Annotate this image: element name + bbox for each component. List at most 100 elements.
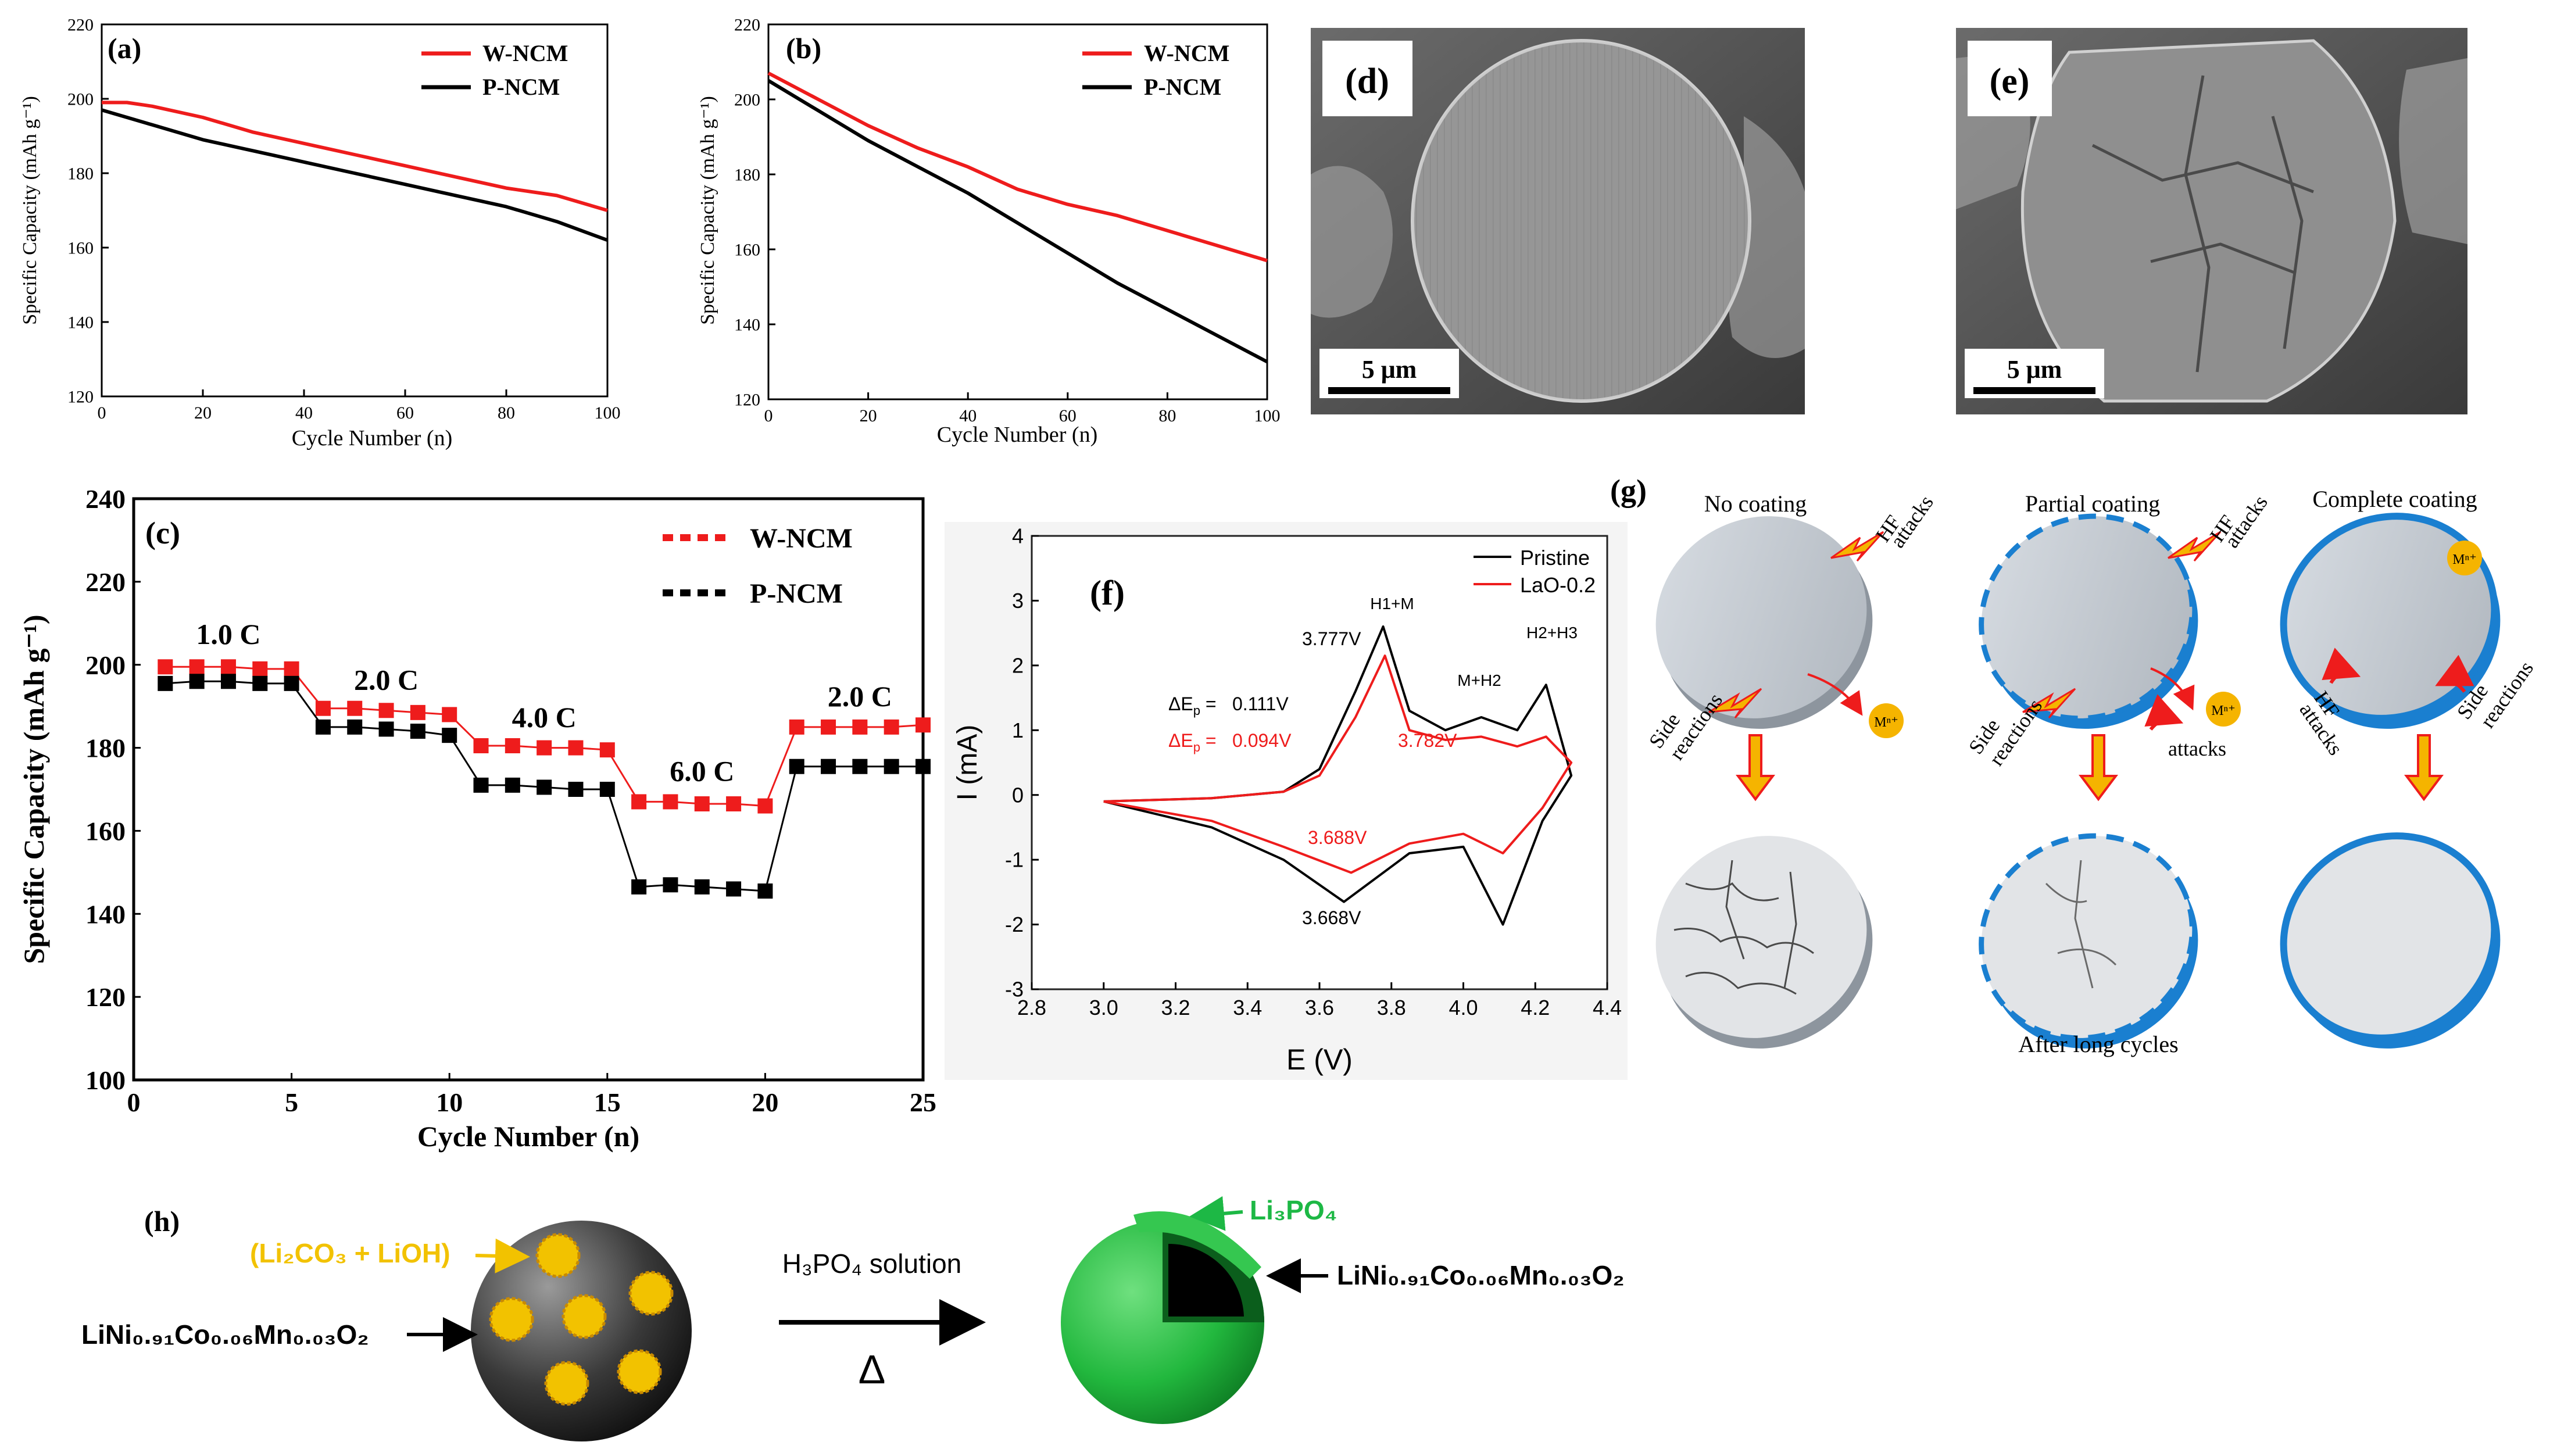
panel-f-xlabel: E (V) xyxy=(1286,1043,1353,1076)
ytick-label-c-1: 120 xyxy=(85,982,126,1012)
ytick-label-f-0: -3 xyxy=(1005,978,1024,1001)
xtick-label-b-3: 60 xyxy=(1059,406,1077,425)
ytick-label-f-1: -2 xyxy=(1005,913,1024,936)
panel-f: (f) -3 -2 -1 0 1 2 3 4 2.8 3.0 3.2 3.4 3.6 3.8 4.0 4.2… xyxy=(945,522,1628,1080)
point-c-p-ncm-9 xyxy=(442,728,457,743)
point-c-w-ncm-7 xyxy=(378,703,394,718)
panel-b-frame xyxy=(767,23,1268,400)
xtick-label-b-0: 0 xyxy=(764,406,773,425)
point-c-w-ncm-14 xyxy=(599,742,615,758)
point-c-w-ncm-24 xyxy=(915,717,931,733)
point-c-w-ncm-23 xyxy=(884,719,899,735)
panel-a-xlabel: Cycle Number (n) xyxy=(292,426,452,450)
legend-f-pristine-label: Pristine xyxy=(1520,546,1590,570)
g-ion-label-1: Mⁿ⁺ xyxy=(1874,715,1898,730)
panel-e: (e) 5 μm xyxy=(1956,28,2467,414)
point-c-w-ncm-11 xyxy=(505,738,520,753)
ytick-label-f-6: 3 xyxy=(1012,589,1024,613)
panel-f-annotations: H1+M M+H2 H2+H3 3.777V 3.782V 3.688V 3.6… xyxy=(1168,595,1578,928)
ytick-label-f-4: 1 xyxy=(1012,718,1024,742)
ytick-label-b-3: 180 xyxy=(734,166,760,185)
point-c-w-ncm-2 xyxy=(220,659,236,675)
g-ion-label-3: Mⁿ⁺ xyxy=(2452,552,2477,567)
g-disc-no-coating-after xyxy=(1655,836,1873,1049)
panel-b-legend: W-NCM P-NCM xyxy=(1082,40,1229,100)
h-salts-arrow xyxy=(475,1238,530,1273)
g-disc-partial-after xyxy=(1979,833,2198,1049)
sem-e-label: (e) xyxy=(1990,62,2030,101)
annot-de-red: 0.094V xyxy=(1232,730,1292,751)
xtick-label-a-1: 20 xyxy=(194,403,212,423)
annot-peak-red: 3.668V xyxy=(1302,907,1361,928)
ytick-label-a-1: 140 xyxy=(67,313,94,332)
point-c-p-ncm-6 xyxy=(347,719,363,735)
rate-label-0: 1.0 C xyxy=(196,618,260,650)
point-c-w-ncm-13 xyxy=(568,740,584,756)
point-c-p-ncm-4 xyxy=(284,675,299,691)
panel-c-legend: W-NCM P-NCM xyxy=(663,523,853,609)
xtick-label-c-5: 25 xyxy=(910,1087,936,1117)
h-core-label: LiNi₀.₉₁Co₀.₀₆Mn₀.₀₃O₂ xyxy=(81,1319,369,1350)
ytick-label-c-5: 200 xyxy=(85,650,126,680)
xtick-label-b-2: 40 xyxy=(959,406,977,425)
ytick-label-a-4: 200 xyxy=(67,90,94,109)
series-line-b-w-ncm xyxy=(767,71,1268,263)
point-c-p-ncm-15 xyxy=(631,879,647,895)
annot-peak-ox-red: 3.782V xyxy=(1398,730,1457,751)
g-title-no: No coating xyxy=(1704,491,1807,517)
panel-f-label: (f) xyxy=(1090,574,1125,612)
g-disc-complete-after xyxy=(2280,832,2501,1049)
point-c-w-ncm-19 xyxy=(757,798,773,814)
xtick-label-f-4: 3.6 xyxy=(1305,996,1334,1019)
panel-a: (a) 120 140 160 180 200 220 0 20 40 60 80 100 Cycl… xyxy=(19,16,621,451)
g-attacks-3: attacks xyxy=(2168,737,2226,760)
xtick-label-f-6: 4.0 xyxy=(1449,996,1478,1019)
h-product-core-label: LiNi₀.₉₁Co₀.₀₆Mn₀.₀₃O₂ xyxy=(1337,1260,1625,1290)
annot-h2h3: H2+H3 xyxy=(1526,624,1578,642)
rate-label-4: 2.0 C xyxy=(828,680,892,713)
h-salts-label: (Li₂CO₃ + LiOH) xyxy=(250,1238,450,1268)
point-c-w-ncm-21 xyxy=(821,719,836,735)
g-title-complete: Complete coating xyxy=(2312,486,2477,512)
annot-h1m: H1+M xyxy=(1370,595,1414,613)
ytick-label-a-3: 180 xyxy=(67,164,94,184)
legend-c-w-label: W-NCM xyxy=(750,523,853,554)
panel-g: (g) No coating Partial coating Complete … xyxy=(1610,473,2538,1057)
panel-b-label: (b) xyxy=(786,32,821,65)
ytick-label-b-0: 120 xyxy=(734,391,760,410)
annot-de-red-prefix: ΔEp = xyxy=(1168,730,1217,754)
point-c-p-ncm-24 xyxy=(915,759,931,774)
sem-e-label-box xyxy=(1968,41,2052,116)
h-coating-label: Li₃PO₄ xyxy=(1250,1195,1337,1225)
legend-f-lao-label: LaO-0.2 xyxy=(1520,573,1596,597)
panel-f-ylabel: I (mA) xyxy=(952,725,983,801)
annot-de-black-prefix: ΔEp = xyxy=(1168,693,1217,718)
panel-b-xlabel: Cycle Number (n) xyxy=(937,423,1097,447)
point-c-w-ncm-1 xyxy=(189,659,205,675)
rate-label-3: 6.0 C xyxy=(670,755,734,788)
sem-e-scale-text: 5 μm xyxy=(2007,355,2062,384)
annot-peak-red-red: 3.688V xyxy=(1308,827,1367,848)
panel-c-xlabel: Cycle Number (n) xyxy=(417,1120,639,1153)
point-c-p-ncm-10 xyxy=(473,777,489,793)
series-line-f-lao-0.2 xyxy=(1103,654,1573,874)
point-c-p-ncm-20 xyxy=(789,759,804,774)
g-ion-circles: Mⁿ⁺ Mⁿ⁺ Mⁿ⁺ xyxy=(1807,541,2482,738)
h-coating-arrow xyxy=(1189,1196,1243,1231)
series-line-b-p-ncm xyxy=(767,79,1268,364)
point-c-p-ncm-0 xyxy=(158,675,173,691)
legend-c-p-label: P-NCM xyxy=(750,578,843,609)
sem-d-label: (d) xyxy=(1345,62,1389,101)
xtick-label-a-4: 80 xyxy=(498,403,515,423)
annot-peak-ox: 3.777V xyxy=(1302,628,1361,649)
point-c-w-ncm-15 xyxy=(631,794,647,810)
g-hf-bolts xyxy=(1708,531,2222,719)
panel-f-legend: Pristine LaO-0.2 xyxy=(1474,546,1596,597)
point-c-w-ncm-12 xyxy=(537,740,552,756)
point-c-w-ncm-5 xyxy=(315,700,331,716)
point-c-p-ncm-8 xyxy=(410,724,425,739)
point-c-p-ncm-21 xyxy=(821,759,836,774)
panel-a-legend: W-NCM P-NCM xyxy=(421,40,568,100)
ytick-label-c-4: 180 xyxy=(85,734,126,763)
